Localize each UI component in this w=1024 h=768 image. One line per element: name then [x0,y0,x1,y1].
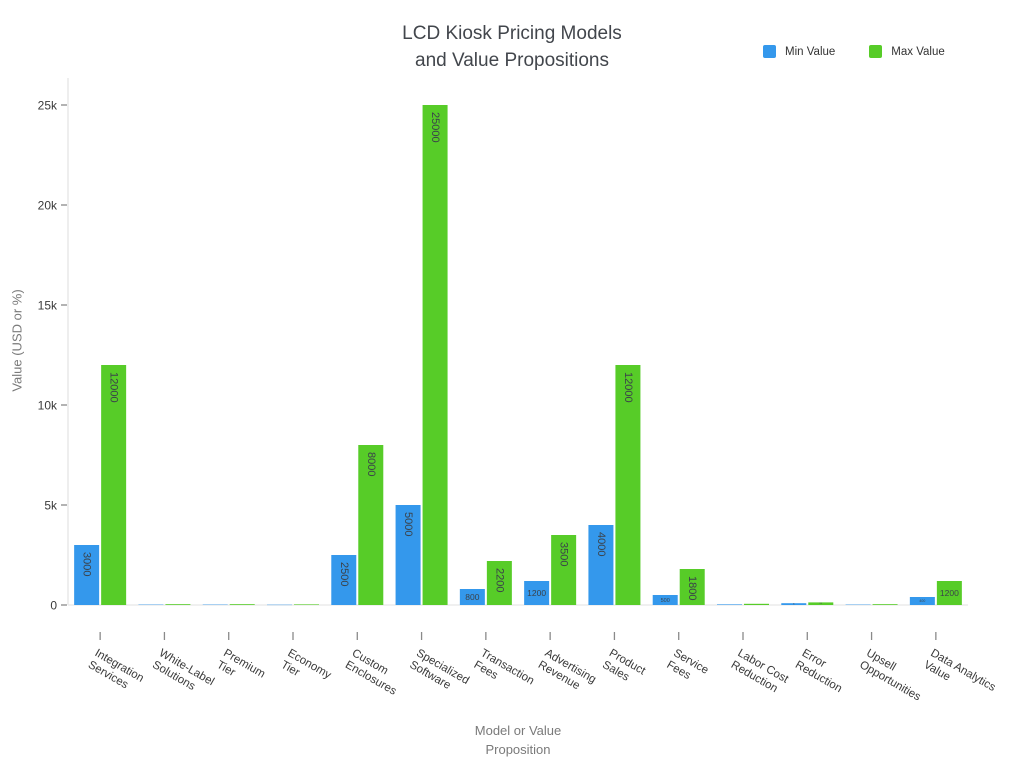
bar-value-label: 1200 [940,588,959,598]
chart-title-line-2: and Value Propositions [415,50,609,71]
x-tick-label: ServiceFees [664,647,710,688]
x-tick-label: IntegrationServices [86,647,146,696]
x-tick-label: EconomyTier [279,647,333,693]
legend-swatch-max-value [869,45,883,58]
legend-item-max-value[interactable]: Max Value [869,45,945,58]
bar-max-value [358,445,384,605]
legend-swatch-min-value [763,45,776,58]
bar-max-value [165,604,191,605]
bar-max-value [808,602,834,605]
x-tick-label: Labor CostReduction [729,647,791,698]
bar-value-label: 3000 [81,552,93,576]
bar-value-label: 1800 [686,576,698,600]
bar-max-value [679,569,705,605]
x-tick-label: AdvertisingRevenue [536,647,598,698]
bar-max-value [615,365,641,605]
y-tick-label: 15k [38,299,58,313]
bar-value-label: 1200 [527,588,546,598]
y-tick-label: 5k [44,499,58,513]
bar-max-value [744,603,769,605]
bar-max-value [936,581,962,605]
y-tick-label: 10k [38,399,58,413]
x-tick-label: CustomEnclosures [343,647,405,698]
y-tick-label: 20k [38,199,58,213]
x-tick-label: Data AnalyticsValue [922,647,998,706]
x-tick-label: ProductSales [600,647,648,689]
chart-title-line-1: LCD Kiosk Pricing Models [402,23,622,44]
bar-min-value [459,589,485,605]
y-tick-label: 25k [38,99,58,113]
bar-value-label: 500 [661,598,670,604]
bar-min-value [524,581,550,605]
bar-min-value [588,525,614,605]
bar-max-value [101,365,127,605]
x-axis-title-line-1: Model or Value [474,723,562,738]
bar-min-value [395,505,421,605]
bar-min-value [717,604,742,605]
x-tick-label: ErrorReduction [793,647,851,695]
bar-max-value [486,561,512,605]
x-tick-label: PremiumTier [214,647,267,692]
bar-min-value [909,597,935,605]
bar-min-value [331,555,357,605]
x-tick-label: TransactionFees [472,647,536,699]
bar-value-label: 8000 [365,452,377,476]
legend-item-min-value[interactable]: Min Value [763,45,835,58]
bar-value-label: 4000 [595,532,607,556]
bar-value-label: 2500 [338,562,350,586]
legend: Min Value Max Value [763,45,945,58]
x-tick-label: SpecializedSoftware [407,647,471,698]
bar-max-value [551,535,577,605]
bar-max-value [294,604,319,605]
bar-value-label: 800 [465,592,479,602]
bar-value-label: 2200 [493,568,505,592]
bar-value-label: 12000 [108,372,120,403]
bar-min-value [781,603,807,605]
bar-value-label: 3500 [558,542,570,566]
bar-value-label: 130 [820,603,823,605]
bar-value-label: 400 [919,599,925,603]
x-axis-title: Model or Value Proposition [475,721,561,759]
legend-label-min-value: Min Value [785,45,836,58]
chart-title: LCD Kiosk Pricing Models and Value Propo… [0,20,1024,74]
legend-label-max-value: Max Value [891,45,945,58]
bar-value-label: 90 [793,604,795,606]
bar-min-value [74,545,100,605]
bar-value-label: 12000 [622,372,634,403]
x-tick-label: UpsellOpportunities [857,647,929,703]
bar-value-label: 5000 [402,512,414,536]
bar-value-label: 25000 [429,112,441,143]
bar-max-value [872,604,898,605]
bar-max-value [229,604,255,605]
y-tick-label: 0 [50,599,57,613]
x-axis-title-line-2: Proposition [485,742,551,757]
bar-max-value [422,105,448,605]
bar-min-value [652,595,678,605]
x-tick-label: White-LabelSolutions [150,647,216,700]
